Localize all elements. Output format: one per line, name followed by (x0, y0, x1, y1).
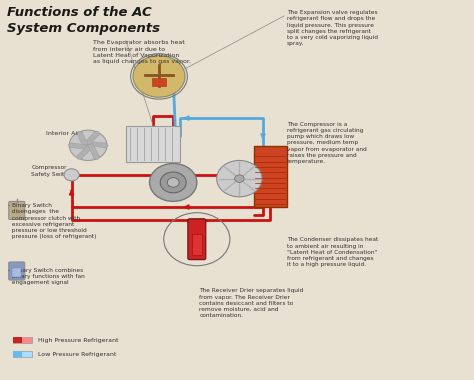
Text: Compressor
Safety Switch: Compressor Safety Switch (31, 165, 72, 177)
Text: The Expansion valve regulates
refrigerant flow and drops the
liquid pressure. Th: The Expansion valve regulates refrigeran… (287, 10, 378, 46)
FancyBboxPatch shape (12, 351, 32, 357)
Circle shape (235, 175, 244, 182)
Text: - Binary Switch
  disengages  the
  compressor clutch with
  excessive refrigera: - Binary Switch disengages the compresso… (8, 203, 96, 239)
Circle shape (150, 163, 197, 201)
FancyBboxPatch shape (254, 146, 287, 207)
Circle shape (160, 172, 186, 193)
FancyArrow shape (68, 142, 88, 149)
FancyArrow shape (88, 141, 109, 148)
FancyBboxPatch shape (12, 268, 21, 277)
FancyBboxPatch shape (152, 78, 166, 86)
FancyBboxPatch shape (9, 262, 25, 280)
Text: The Condenser dissipates heat
to ambient air resulting in
"Latent Heat of Conden: The Condenser dissipates heat to ambient… (287, 238, 378, 267)
Circle shape (167, 178, 179, 187)
Text: Interior Air: Interior Air (46, 131, 79, 136)
Circle shape (69, 130, 107, 160)
FancyArrow shape (84, 131, 99, 146)
FancyBboxPatch shape (9, 201, 25, 220)
Circle shape (133, 55, 185, 97)
FancyArrow shape (77, 145, 92, 159)
FancyBboxPatch shape (12, 337, 22, 344)
Circle shape (217, 160, 262, 197)
Text: High Pressure Refrigerant: High Pressure Refrigerant (38, 338, 118, 343)
Text: The Compressor is a
refrigerant gas circulating
pump which draws low
pressure, m: The Compressor is a refrigerant gas circ… (287, 122, 366, 164)
FancyBboxPatch shape (12, 337, 32, 344)
Text: The Receiver Drier separates liquid
from vapor. The Receiver Drier
contains desi: The Receiver Drier separates liquid from… (199, 288, 303, 318)
Text: Functions of the AC
System Components: Functions of the AC System Components (7, 6, 160, 35)
Text: - Trinary Switch combines
  Binary functions with fan
  engagement signal: - Trinary Switch combines Binary functio… (8, 268, 84, 285)
Circle shape (64, 169, 79, 181)
FancyBboxPatch shape (126, 126, 180, 162)
FancyArrow shape (77, 131, 89, 147)
Text: The Evaporator absorbs heat
from interior air due to
Latent Heat of Vaporization: The Evaporator absorbs heat from interio… (93, 40, 191, 64)
FancyBboxPatch shape (191, 234, 202, 255)
Text: Low Pressure Refrigerant: Low Pressure Refrigerant (38, 352, 117, 357)
FancyArrow shape (88, 144, 100, 160)
FancyBboxPatch shape (12, 351, 22, 357)
FancyBboxPatch shape (188, 219, 206, 260)
